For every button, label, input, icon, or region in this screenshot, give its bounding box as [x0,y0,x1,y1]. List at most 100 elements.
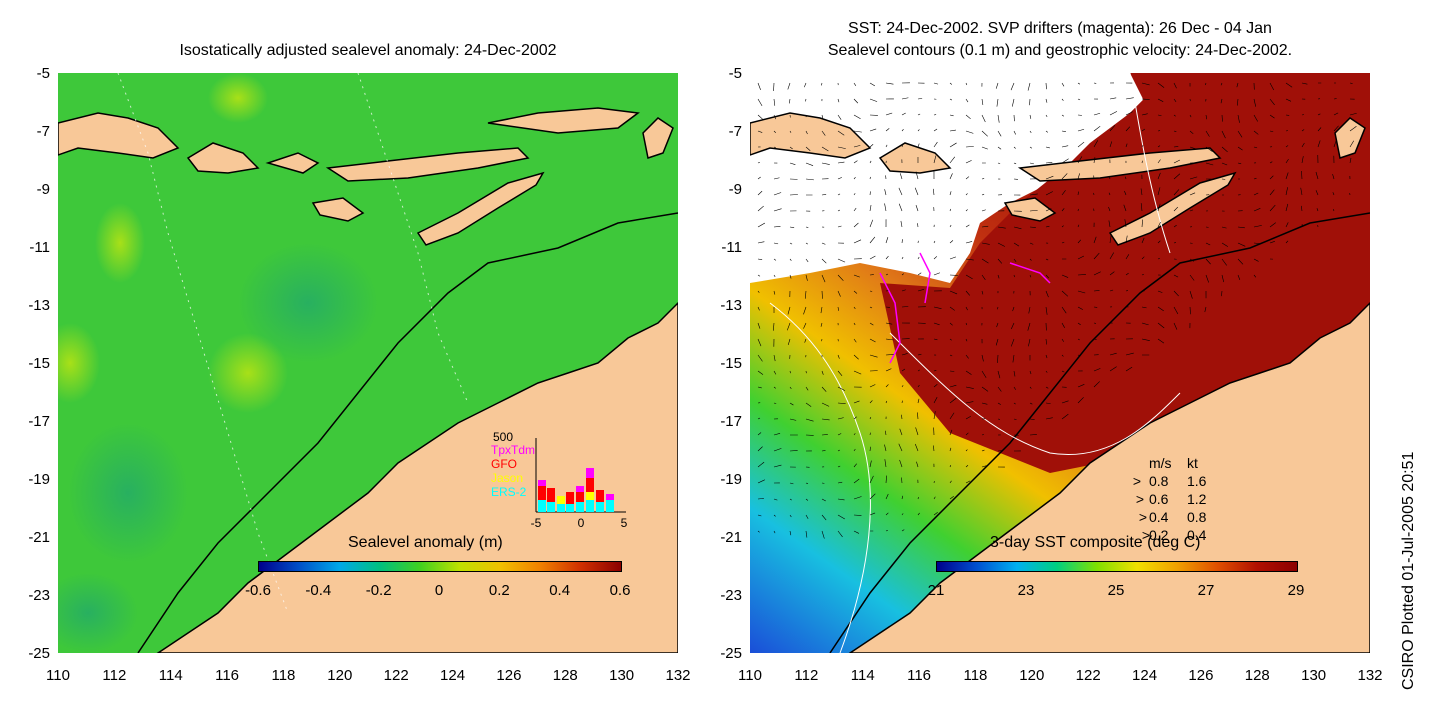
velocity-arrow [981,434,985,436]
velocity-arrow [965,224,970,228]
velocity-arrow [837,530,843,538]
velocity-arrow [981,290,984,295]
velocity-arrow [821,242,826,245]
velocity-arrow [869,219,874,228]
left-colorbar [258,561,622,572]
sealevel-contour [769,302,871,653]
velocity-arrow [837,354,840,359]
velocity-arrow [1061,130,1066,133]
velocity-arrow [965,209,968,212]
drifter-track [919,252,931,304]
velocity-arrow [1093,140,1099,148]
velocity-arrow [997,146,1002,150]
velocity-arrow [757,274,761,277]
velocity-arrow [915,205,919,212]
velocity-arrow [773,530,776,534]
velocity-arrow [917,256,920,260]
velocity-arrow [1028,338,1031,347]
velocity-arrow [884,203,887,212]
left-low-anomaly-patch [68,423,188,563]
left-map-title: Isostatically adjusted sealevel anomaly:… [179,42,557,59]
velocity-arrow [853,177,856,180]
velocity-arrow [1061,370,1065,373]
longitude-tick-label: 116 [215,667,240,684]
velocity-arrow [837,193,841,196]
velocity-arrow [899,173,903,180]
velocity-arrow [1173,206,1179,212]
velocity-arrow [981,225,989,228]
velocity-arrow [1012,306,1015,312]
velocity-arrow [821,82,823,86]
velocity-arrow [1285,222,1289,228]
velocity-arrow [1173,224,1177,228]
velocity-arrow [1109,176,1111,180]
velocity-arrow [789,194,798,196]
velocity-arrow [933,306,942,309]
velocity-arrow [789,530,792,536]
colorbar-tick-label: 0.6 [609,582,631,599]
velocity-arrow [1093,112,1101,116]
velocity-kt-value: 1.2 [1187,491,1207,507]
velocity-arrow [805,418,814,422]
velocity-arrow [949,306,955,311]
velocity-arrow [1093,252,1100,260]
velocity-arrow [1157,240,1161,244]
velocity-arrow [949,384,957,388]
velocity-arrow [853,98,859,104]
velocity-arrow [869,338,876,343]
velocity-arrow [773,354,776,362]
tanimbar-island [642,117,674,159]
velocity-arrow [1109,252,1115,260]
latitude-tick-label: -5 [36,65,50,82]
velocity-arrow [885,82,894,85]
velocity-arrow [1349,157,1352,164]
velocity-arrow [757,446,763,452]
velocity-arrow [901,239,903,244]
latitude-tick-label: -17 [28,413,50,430]
velocity-arrow [773,98,776,106]
latitude-tick-label: -13 [28,297,50,314]
velocity-arrow [1077,98,1081,101]
velocity-arrow [869,475,874,484]
velocity-arrow [965,322,968,326]
velocity-arrow [821,258,827,264]
velocity-arrow [1205,82,1207,86]
velocity-arrow [757,322,761,329]
latitude-tick-label: -19 [720,471,742,488]
velocity-arrow [1027,322,1031,331]
velocity-arrow [1220,82,1223,86]
velocity-arrow [773,146,777,149]
velocity-arrow [1141,338,1150,341]
shelf-contour-line [137,212,678,653]
velocity-arrow [917,113,921,116]
velocity-arrow [1221,146,1228,153]
colorbar-tick-label: 25 [1107,582,1125,599]
velocity-arrow [949,240,954,244]
velocity-arrow [1077,322,1081,326]
velocity-arrow [965,82,968,86]
velocity-arrow [1141,113,1148,116]
velocity-arrow [1029,226,1036,228]
velocity-arrow [1332,173,1335,180]
velocity-arrow [1061,145,1069,148]
velocity-arrow [933,141,938,148]
velocity-arrow [1237,130,1243,138]
velocity-arrow-icon: > [1135,491,1144,507]
latitude-tick-label: -15 [28,355,50,372]
sumba-island [311,197,365,222]
velocity-arrow [1045,370,1048,373]
velocity-arrow [869,322,874,326]
velocity-arrow [1045,82,1047,90]
velocity-arrow [1285,145,1289,148]
velocity-arrow [1109,97,1117,100]
velocity-arrow [1189,130,1194,135]
velocity-arrow-icon: > [1138,509,1147,525]
velocity-arrow [949,465,952,468]
velocity-arrow [869,82,876,87]
right-colorbar-ticks: 21 23 25 27 29 [928,582,1305,600]
velocity-arrow [1189,192,1196,196]
velocity-arrow [965,306,968,311]
velocity-arrow [789,130,792,133]
velocity-arrow [805,258,809,263]
velocity-arrow [1093,381,1100,388]
